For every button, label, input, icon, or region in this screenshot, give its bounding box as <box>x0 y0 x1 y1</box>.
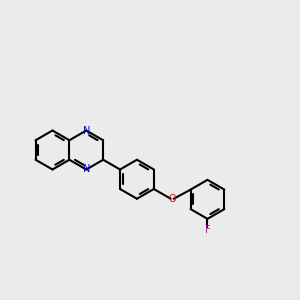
Text: N: N <box>82 125 90 136</box>
Text: N: N <box>82 164 90 175</box>
Text: O: O <box>168 194 176 204</box>
Text: F: F <box>205 225 210 235</box>
